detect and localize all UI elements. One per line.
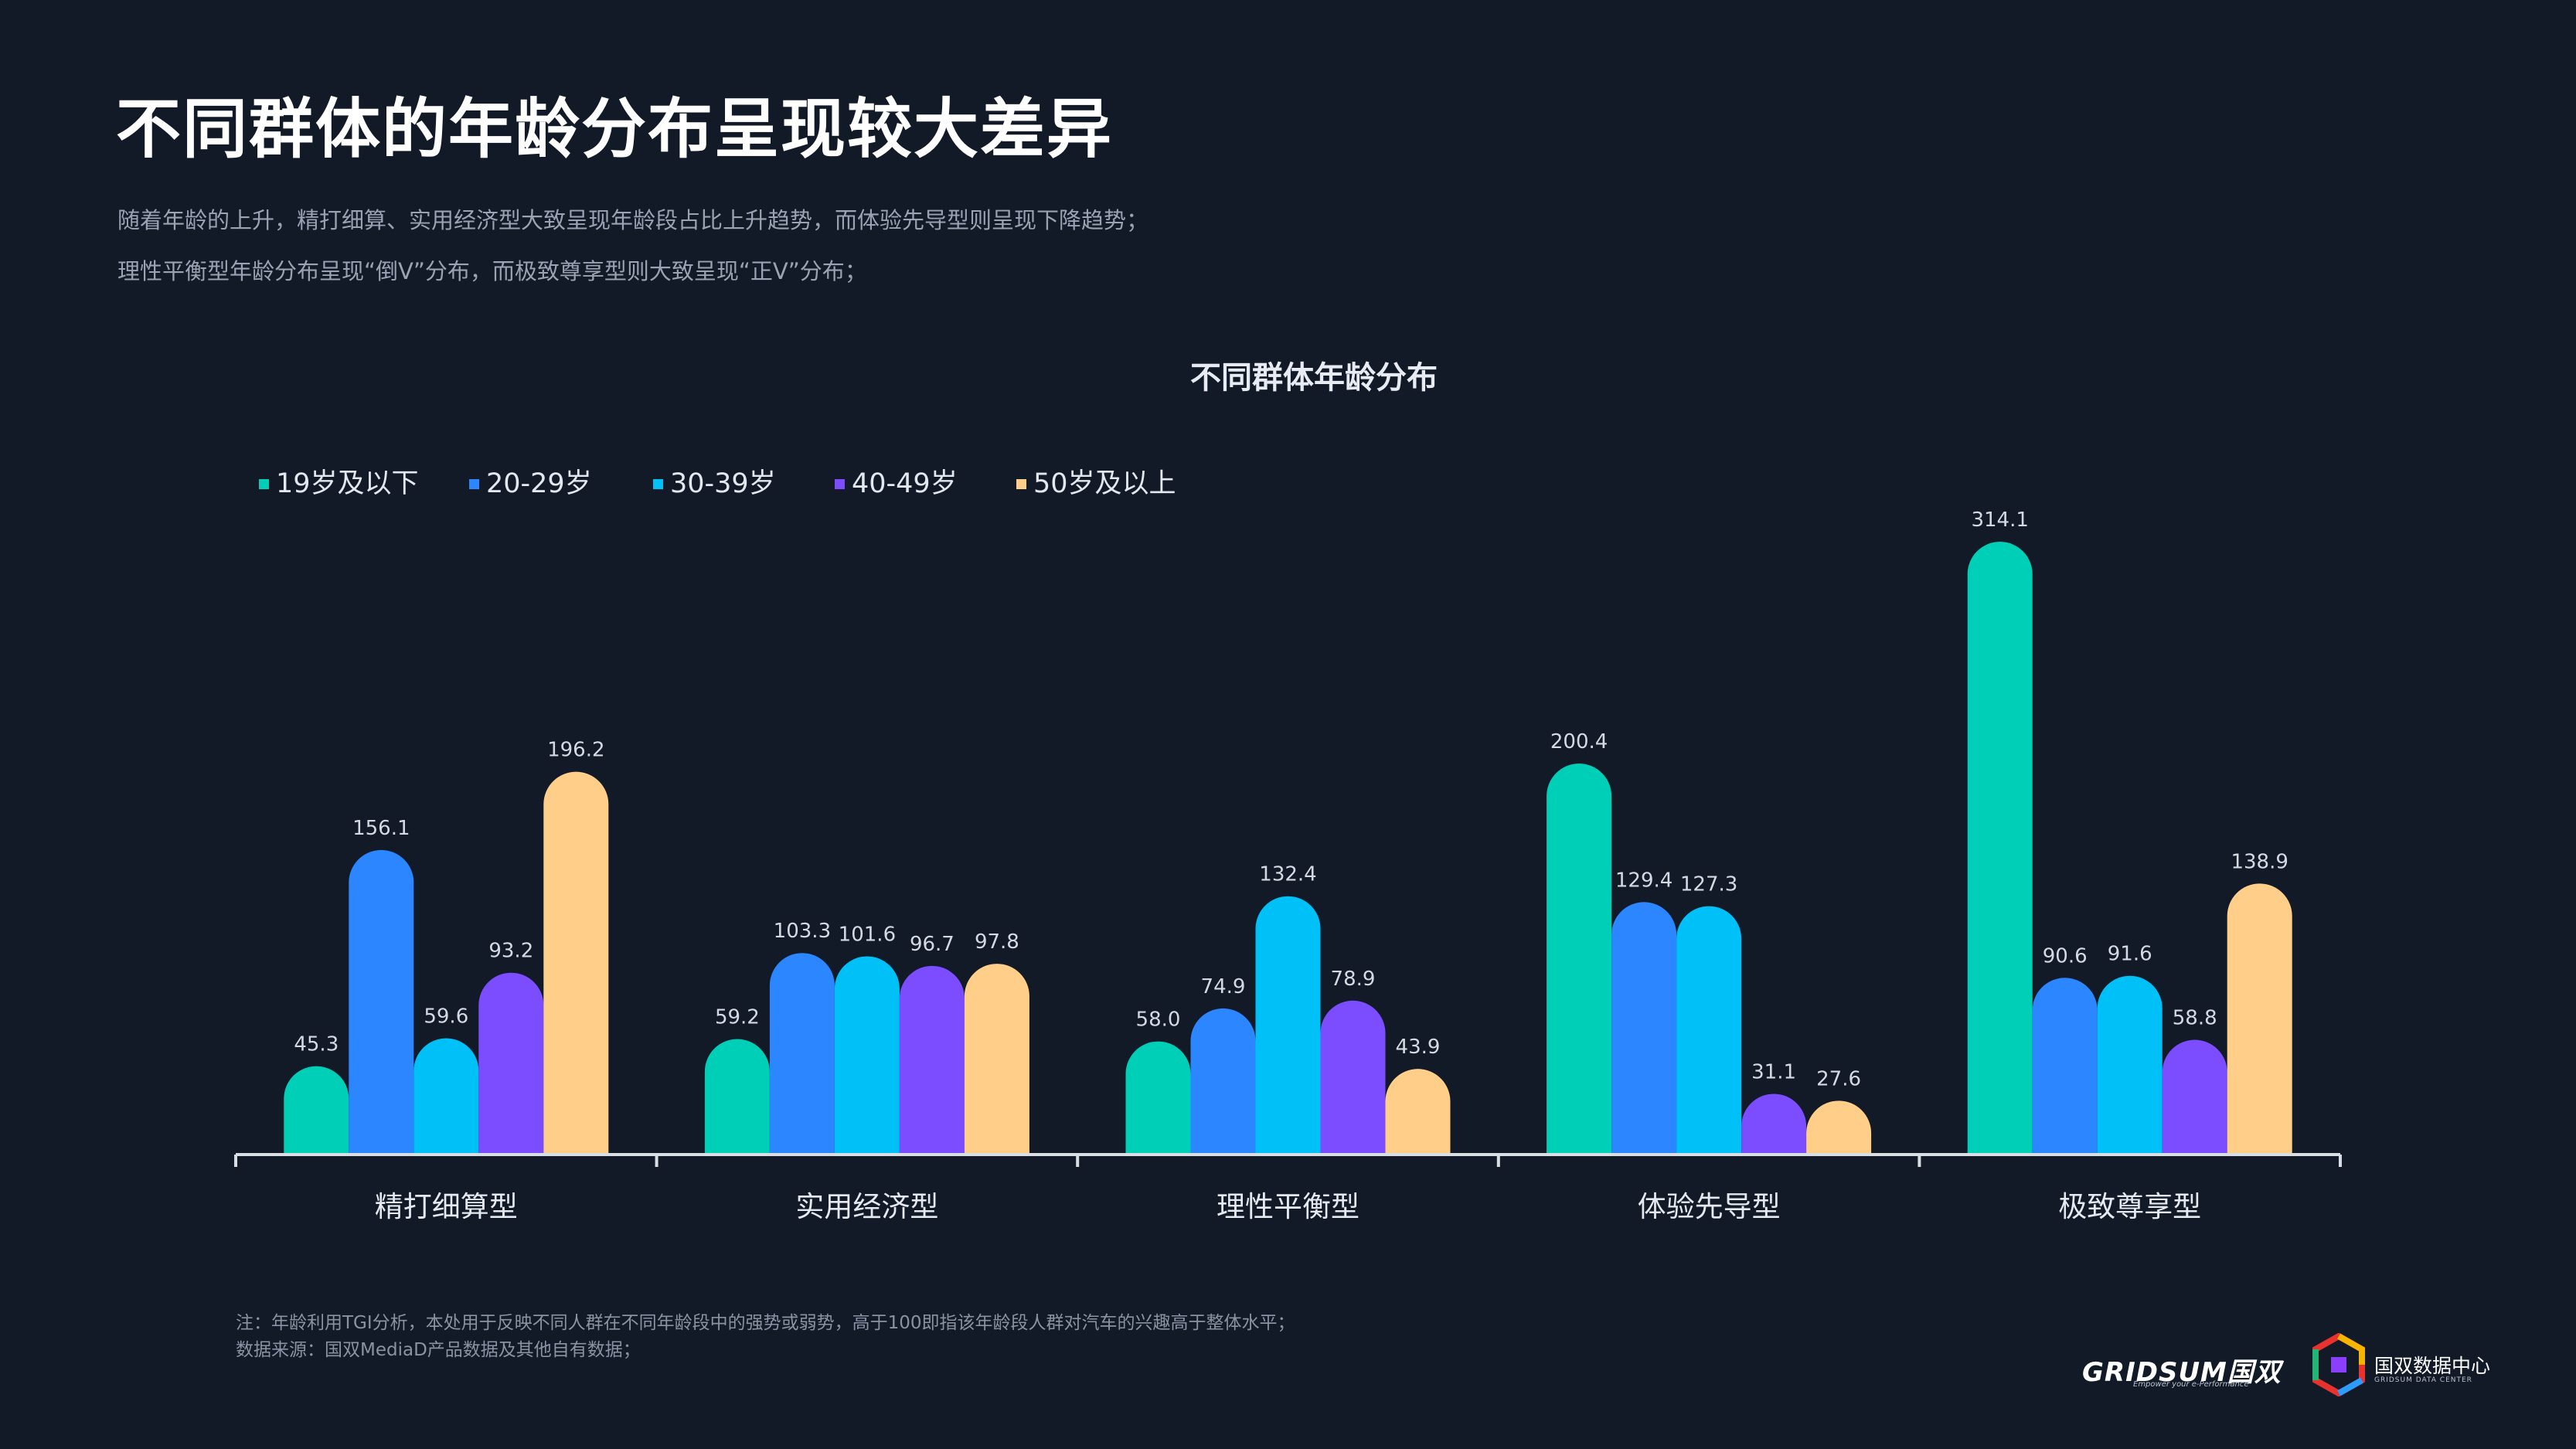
chart-legend: 19岁及以下 20-29岁 30-39岁 40-49岁 50岁及以上 — [259, 468, 1176, 499]
bar-value-label-0-3: 93.2 — [488, 940, 533, 963]
bar-3-0 — [1547, 764, 1612, 1155]
bar-value-label-0-1: 156.1 — [352, 817, 410, 840]
chart-x-axis: 精打细算型 实用经济型 理性平衡型 体验先导型 极致尊享型 — [234, 1153, 2342, 1223]
chart-title: 不同群体年龄分布 — [1190, 360, 1438, 396]
bar-value-label-3-1: 129.4 — [1615, 869, 1673, 892]
bar-0-2 — [413, 1038, 479, 1155]
bar-value-label-4-2: 91.6 — [2108, 943, 2152, 966]
bar-2-4 — [1385, 1069, 1451, 1155]
bar-4-4 — [2227, 883, 2292, 1155]
legend-label-3: 40-49岁 — [852, 468, 958, 499]
gridsum-logo: GRIDSUM国双 — [2082, 1357, 2282, 1388]
bar-2-0 — [1125, 1041, 1191, 1155]
data-source-note: 数据来源：国双MediaD产品数据及其他自有数据； — [236, 1340, 641, 1360]
bar-value-label-1-2: 101.6 — [839, 923, 896, 946]
legend-swatch-0 — [259, 479, 269, 489]
page-title: 不同群体的年龄分布呈现较大差异 — [116, 91, 1114, 167]
bar-4-1 — [2032, 978, 2098, 1155]
legend-swatch-4 — [1016, 479, 1026, 489]
bar-value-label-3-3: 31.1 — [1751, 1060, 1796, 1083]
subtitle-line-1: 随着年龄的上升，精打细算、实用经济型大致呈现年龄段占比上升趋势，而体验先导型则呈… — [117, 207, 1149, 233]
legend-swatch-1 — [469, 479, 479, 489]
bar-4-3 — [2162, 1039, 2227, 1155]
bar-2-1 — [1190, 1008, 1256, 1155]
bar-value-label-2-3: 78.9 — [1331, 968, 1376, 991]
bar-value-label-2-2: 132.4 — [1259, 863, 1316, 886]
data-center-english-name: GRIDSUM DATA CENTER — [2374, 1376, 2472, 1384]
bar-0-0 — [284, 1066, 349, 1155]
bar-1-1 — [769, 953, 835, 1155]
legend-label-0: 19岁及以下 — [276, 468, 419, 499]
bar-value-label-1-3: 96.7 — [910, 933, 955, 956]
bar-value-label-0-4: 196.2 — [547, 739, 604, 762]
bar-4-2 — [2097, 975, 2163, 1155]
bar-value-label-1-0: 59.2 — [715, 1006, 760, 1029]
data-center-logo-icon — [2312, 1333, 2365, 1396]
category-label-0: 精打细算型 — [375, 1190, 518, 1223]
legend-swatch-2 — [653, 479, 663, 489]
bar-value-label-2-0: 58.0 — [1136, 1009, 1181, 1032]
bar-3-4 — [1806, 1100, 1872, 1155]
bar-3-2 — [1676, 906, 1742, 1155]
bar-1-4 — [964, 964, 1029, 1155]
bar-2-2 — [1255, 896, 1321, 1155]
bar-value-label-1-1: 103.3 — [774, 920, 831, 943]
category-label-3: 体验先导型 — [1638, 1190, 1781, 1223]
bar-value-label-0-2: 59.6 — [424, 1005, 468, 1029]
bar-3-3 — [1741, 1094, 1807, 1155]
bar-value-label-2-1: 74.9 — [1201, 975, 1246, 998]
bar-1-3 — [899, 965, 965, 1155]
bar-4-0 — [1967, 542, 2033, 1155]
bar-0-3 — [478, 972, 544, 1155]
bar-value-label-3-0: 200.4 — [1550, 730, 1608, 753]
bar-1-2 — [834, 956, 900, 1155]
bar-value-label-4-1: 90.6 — [2043, 944, 2088, 968]
bar-1-0 — [704, 1039, 770, 1155]
subtitle-line-2: 理性平衡型年龄分布呈现“倒V”分布，而极致尊享型则大致呈现“正V”分布； — [117, 258, 867, 284]
bar-value-label-1-4: 97.8 — [975, 930, 1019, 954]
legend-label-1: 20-29岁 — [486, 468, 592, 499]
bar-0-4 — [543, 771, 609, 1155]
bar-value-label-3-2: 127.3 — [1680, 873, 1737, 896]
bar-2-3 — [1320, 1000, 1386, 1155]
bar-0-1 — [349, 849, 414, 1155]
data-center-name: 国双数据中心 — [2374, 1355, 2491, 1377]
bar-value-label-2-4: 43.9 — [1396, 1036, 1441, 1059]
category-label-2: 理性平衡型 — [1217, 1190, 1359, 1223]
gridsum-tagline: Empower your e-Performance — [2133, 1380, 2249, 1389]
bar-value-label-4-0: 314.1 — [1971, 509, 2028, 532]
chart-bars: 45.3 156.1 59.6 93.2 196.2 59.2 103.3 101.6 96.7… — [284, 509, 2292, 1155]
legend-label-4: 50岁及以上 — [1033, 468, 1176, 499]
bar-value-label-4-4: 138.9 — [2231, 850, 2288, 873]
legend-swatch-3 — [835, 479, 845, 489]
category-label-4: 极致尊享型 — [2058, 1190, 2201, 1223]
category-label-1: 实用经济型 — [795, 1190, 938, 1223]
bar-value-label-3-4: 27.6 — [1816, 1067, 1861, 1090]
bar-3-1 — [1611, 902, 1677, 1155]
footnote: 注：年龄利用TGI分析，本处用于反映不同人群在不同年龄段中的强势或弱势，高于10… — [236, 1313, 1295, 1333]
bar-value-label-0-0: 45.3 — [294, 1033, 339, 1056]
legend-label-2: 30-39岁 — [670, 468, 776, 499]
bar-value-label-4-3: 58.8 — [2173, 1007, 2217, 1030]
